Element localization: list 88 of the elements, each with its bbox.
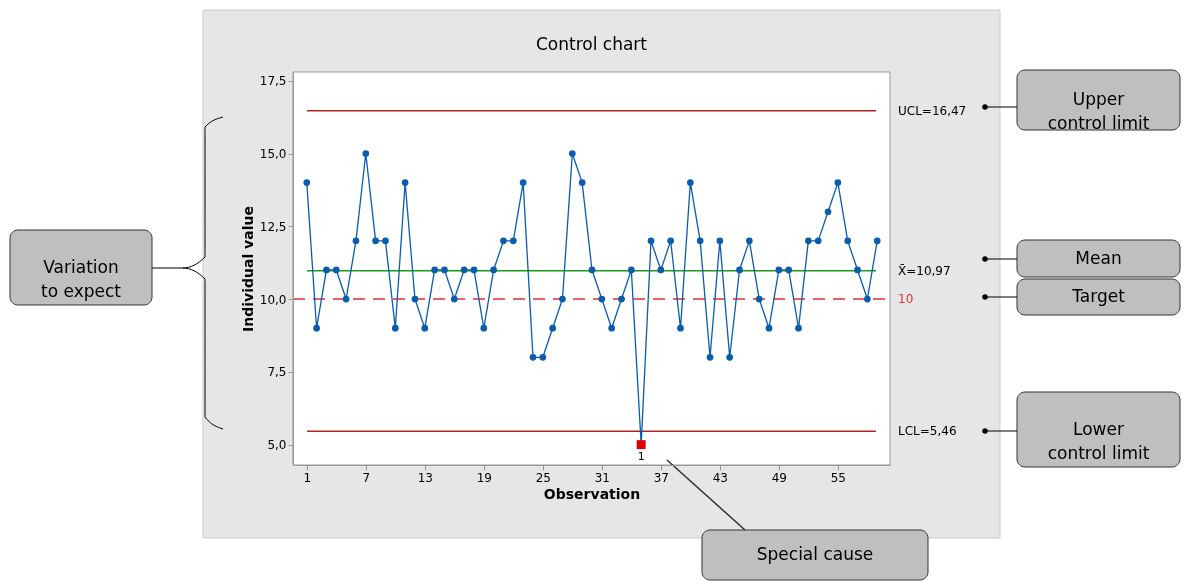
point [431,266,438,274]
point [775,266,783,274]
point [696,237,704,245]
point [824,208,832,216]
y-tick-label: 12,5 [259,219,287,234]
point [539,353,547,361]
point [706,353,714,361]
point [864,295,871,303]
x-tick-label: 1 [303,470,312,485]
point [765,324,773,332]
x-tick-label: 13 [417,470,433,485]
point [411,295,419,303]
point [755,295,763,303]
point [667,237,675,245]
point [450,295,458,303]
x-tick-label: 37 [653,470,669,485]
x-axis-title: Observation [543,485,641,502]
point [559,295,566,303]
point [401,179,409,186]
point [844,237,852,245]
point [618,295,625,303]
point [362,150,370,157]
point [834,179,842,186]
text: Lower control limit [1047,418,1150,463]
y-axis-title: Individual value [239,206,256,332]
point [686,179,694,186]
y-tick-label: 5,0 [267,438,287,453]
text: Special cause [756,544,874,564]
point [342,295,350,303]
point [805,237,812,245]
point [323,266,330,274]
x-tick-label: 19 [476,470,492,485]
text: Upper control limit [1047,89,1150,133]
point [608,324,616,332]
point [873,237,881,245]
point [549,324,556,332]
point [480,324,488,332]
point [500,237,507,245]
y-tick-label: 15,0 [259,147,287,162]
point [598,295,606,303]
ref-line-label: 10 [898,292,914,307]
text: Target [1071,286,1126,306]
point [657,266,665,274]
point [785,266,793,274]
text: Mean [1075,247,1122,268]
x-tick-label: 55 [830,470,847,485]
point [509,237,517,245]
x-tick-label: 25 [535,470,551,485]
point [303,179,311,186]
point [490,266,497,274]
chart-title: Control chart [535,34,648,54]
x-tick-label: 31 [594,470,610,485]
point [313,324,320,332]
point [716,237,724,245]
point [441,266,448,274]
text: Variation to expect [41,256,122,301]
point [746,237,753,245]
ref-line-label: LCL=5,46 [898,424,957,439]
point [647,237,655,245]
point [382,237,389,245]
point [519,179,527,186]
point [588,266,596,274]
point [470,266,478,274]
annotation: 1 [637,449,645,463]
point [795,324,802,332]
point [391,324,399,332]
point [372,237,379,245]
y-tick-label: 7,5 [267,365,287,380]
point [352,237,360,245]
point [578,179,586,186]
x-tick-label: 49 [771,470,787,485]
point [814,237,822,245]
point [726,353,734,361]
point [568,150,576,157]
point [460,266,468,274]
x-tick-label: 43 [712,470,728,485]
x-tick-label: 7 [362,470,371,485]
ref-line-label: UCL=16,47 [898,103,967,118]
ref-line-label: X̄=10,97 [898,263,951,278]
point [421,324,429,332]
point [854,266,861,274]
point [627,266,635,274]
point [736,266,743,274]
y-tick-label: 10,0 [259,292,287,307]
point [332,266,340,274]
y-tick-label: 17,5 [259,74,287,89]
point [677,324,684,332]
point [529,353,537,361]
